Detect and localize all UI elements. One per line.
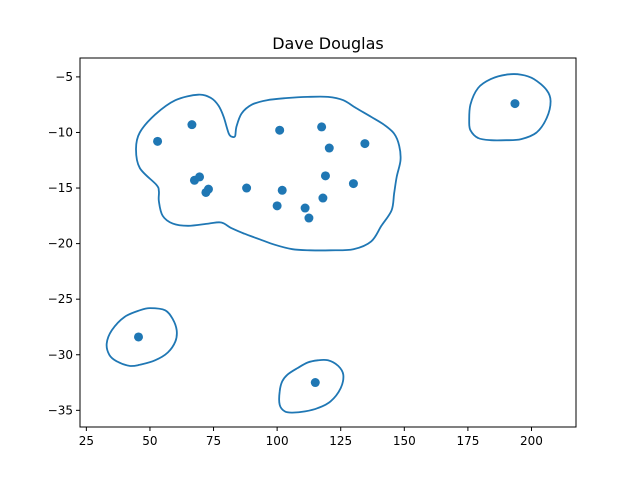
point-group: [134, 99, 520, 388]
data-point-14: [318, 193, 328, 203]
data-point-19: [510, 99, 520, 109]
data-point-12: [304, 213, 314, 223]
data-point-10: [277, 185, 287, 195]
contour-line-2: [468, 73, 552, 142]
data-point-15: [320, 171, 330, 181]
y-tick-label--15: −15: [48, 181, 73, 195]
y-tick-label--25: −25: [48, 292, 73, 306]
y-axis: −5 −10 −15 −20 −25 −30 −35: [48, 70, 80, 417]
y-tick-label--10: −10: [48, 125, 73, 139]
data-point-8: [272, 201, 282, 211]
x-tick-label-100: 100: [266, 434, 289, 448]
data-point-9: [275, 125, 285, 135]
x-tick-label-50: 50: [142, 434, 157, 448]
contour-group: [105, 73, 552, 414]
data-point-11: [300, 203, 310, 213]
x-tick-label-75: 75: [206, 434, 221, 448]
data-point-21: [310, 378, 320, 388]
data-point-13: [317, 122, 327, 132]
contour-line-3: [105, 307, 178, 367]
x-tick-label-175: 175: [456, 434, 479, 448]
data-point-18: [360, 139, 370, 149]
y-tick-label--35: −35: [48, 403, 73, 417]
data-point-4: [195, 172, 205, 182]
data-point-16: [324, 143, 334, 153]
x-tick-label-125: 125: [329, 434, 352, 448]
y-tick-label--5: −5: [55, 70, 73, 84]
contour-line-1: [135, 93, 402, 252]
x-tick-label-25: 25: [79, 434, 94, 448]
plot-area-frame: [79, 57, 577, 428]
y-tick-label--20: −20: [48, 237, 73, 251]
x-axis: 25 50 75 100 125 150 175 200: [79, 427, 543, 448]
chart-title: Dave Douglas: [272, 34, 384, 53]
data-point-1: [153, 136, 163, 146]
contour-line-4: [278, 358, 345, 414]
x-tick-label-200: 200: [520, 434, 543, 448]
data-point-17: [348, 179, 358, 189]
data-point-7: [242, 183, 252, 193]
y-tick-label--30: −30: [48, 348, 73, 362]
data-point-20: [134, 332, 144, 342]
data-point-2: [187, 120, 197, 130]
data-point-6: [203, 184, 213, 194]
x-tick-label-150: 150: [393, 434, 416, 448]
